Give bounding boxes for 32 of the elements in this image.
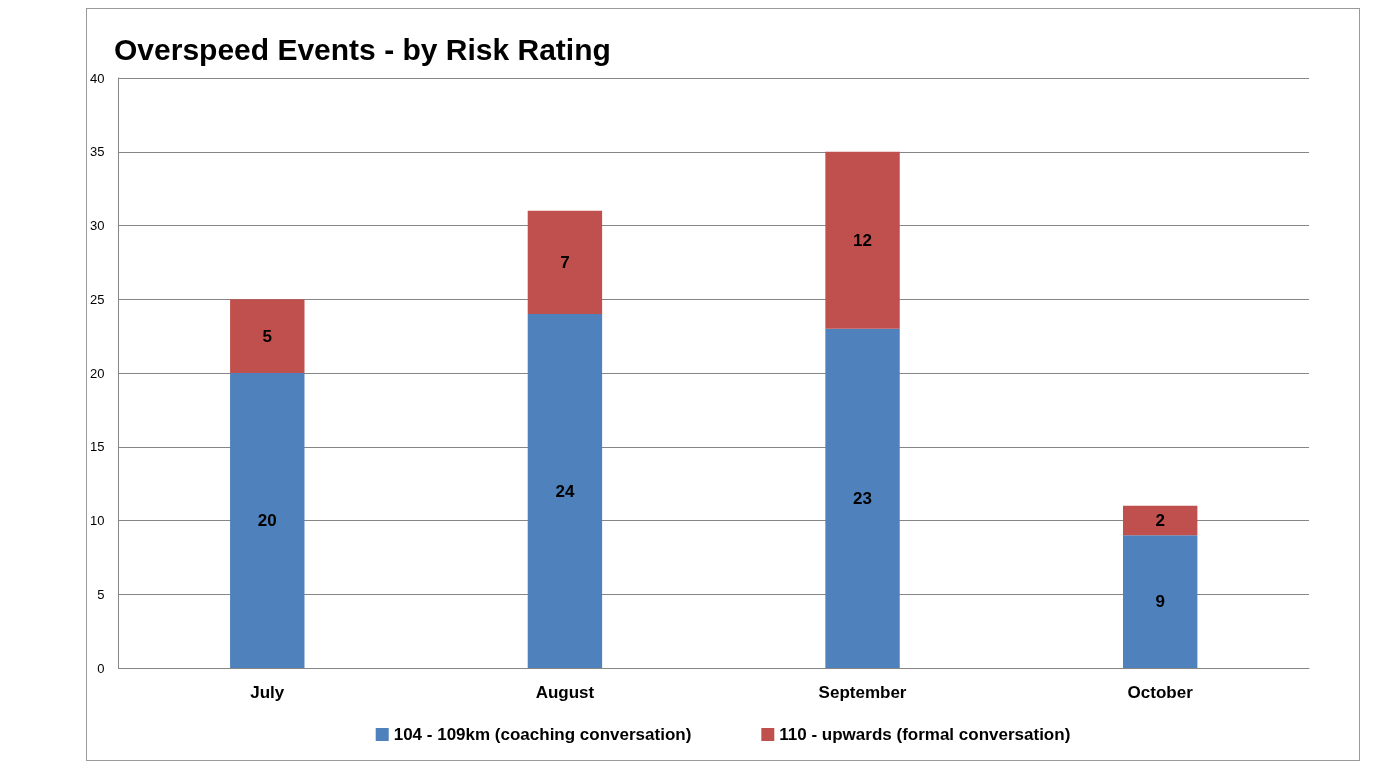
bar xyxy=(825,328,900,668)
data-label: 5 xyxy=(262,326,273,346)
data-label: 24 xyxy=(555,481,575,501)
y-tick-label: 20 xyxy=(89,365,105,381)
data-label: 12 xyxy=(853,230,873,250)
bar xyxy=(230,373,305,668)
y-tick-label: 15 xyxy=(89,439,105,455)
y-tick-label: 5 xyxy=(97,586,105,602)
bar xyxy=(825,151,900,329)
bar xyxy=(230,299,305,373)
data-label: 20 xyxy=(257,511,277,530)
bar xyxy=(527,314,603,668)
data-label: 23 xyxy=(853,488,873,508)
data-label: 7 xyxy=(560,252,570,272)
data-label: 9 xyxy=(1155,592,1165,612)
y-tick-label: 0 xyxy=(97,660,105,676)
bar xyxy=(1122,505,1198,536)
y-tick-label: 10 xyxy=(89,513,105,528)
y-tick-label: 35 xyxy=(89,144,105,160)
x-tick-label: August xyxy=(535,683,595,702)
legend-label: 110 - upwards (formal conversation) xyxy=(779,725,1071,744)
x-tick-label: October xyxy=(1127,683,1194,702)
chart-title: Overspeed Events - by Risk Rating xyxy=(114,32,611,66)
legend-label: 104 - 109km (coaching conversation) xyxy=(393,725,692,744)
x-tick-label: September xyxy=(818,683,907,702)
y-tick-label: 25 xyxy=(89,291,105,307)
y-tick-label: 30 xyxy=(89,218,105,233)
data-label: 2 xyxy=(1155,511,1165,530)
bar xyxy=(1122,535,1198,668)
x-tick-label: July xyxy=(250,683,285,702)
y-tick-label: 40 xyxy=(89,70,105,86)
bar xyxy=(527,210,603,314)
